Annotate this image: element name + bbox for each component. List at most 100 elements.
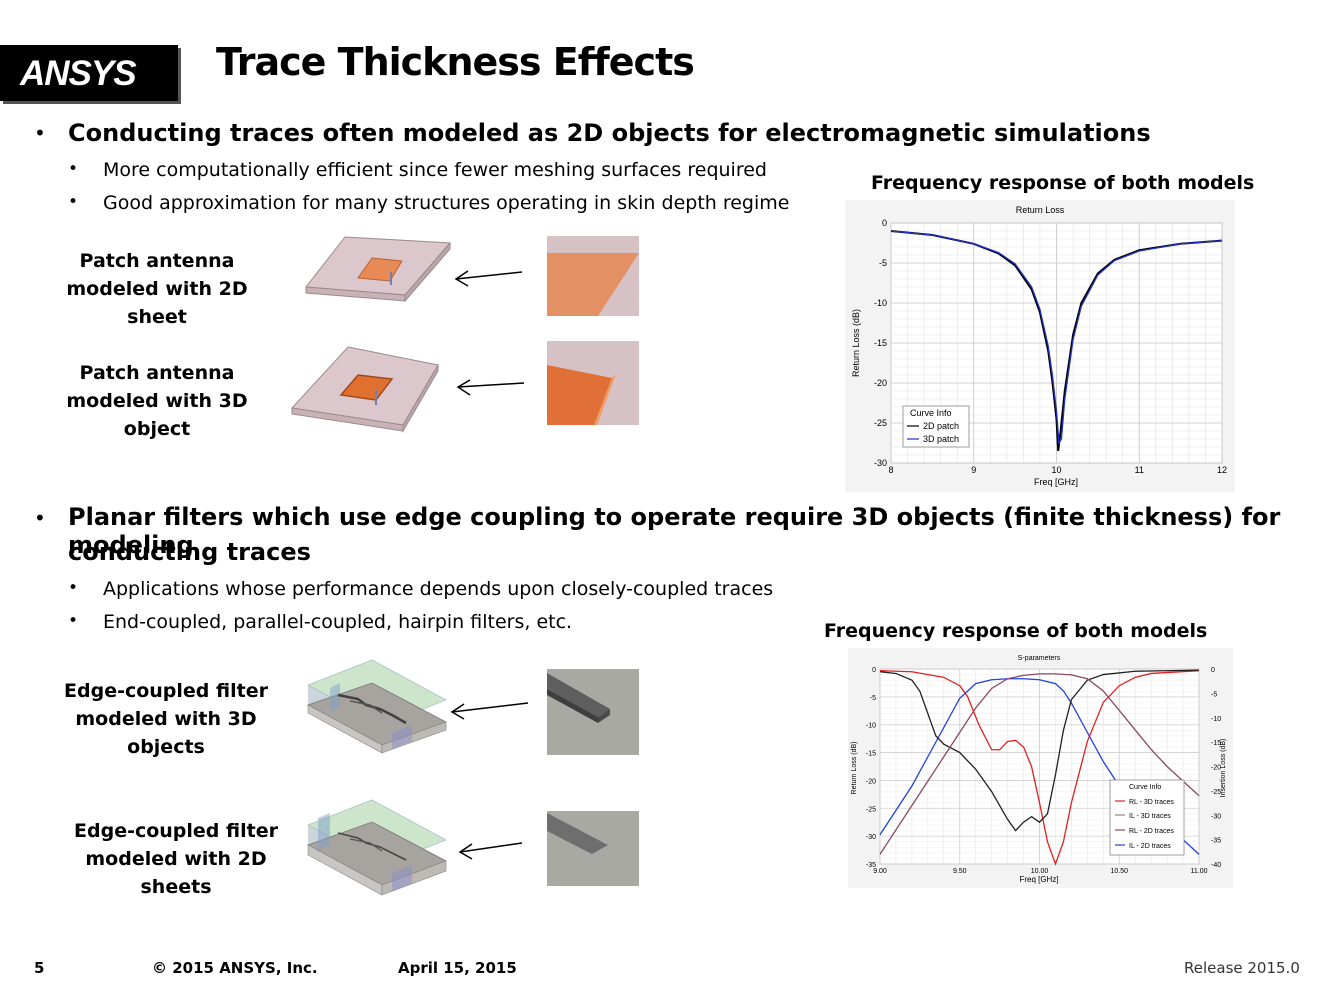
subbullet-dot: • xyxy=(68,578,79,598)
legend-item: IL - 3D traces xyxy=(1129,813,1171,820)
y2-tick-label: -20 xyxy=(1211,765,1221,772)
y-tick-label: -20 xyxy=(874,378,887,388)
arrow-icon xyxy=(450,702,529,720)
zoom-3d-trace xyxy=(547,669,639,755)
subbullet-dot: • xyxy=(68,611,79,631)
y-tick-label: -5 xyxy=(879,258,887,268)
return-loss-chart: 8 9 10 11 12 0 -5 -10 -15 -20 -25 -30 Return Loss F… xyxy=(845,200,1235,492)
subbullet-dot: • xyxy=(68,192,79,212)
zoom-2d-trace xyxy=(547,811,639,886)
y-axis-label: Return Loss (dB) xyxy=(851,309,861,377)
label-line: modeled with 2D sheets xyxy=(85,848,267,898)
label-line: modeled with 3D objects xyxy=(75,708,257,758)
x-axis-label: Freq [GHz] xyxy=(1019,875,1058,884)
bullet-dot: • xyxy=(34,506,46,530)
y-tick-label: -10 xyxy=(866,723,876,730)
x-tick-label: 12 xyxy=(1217,465,1227,475)
y2-tick-label: 0 xyxy=(1211,667,1215,674)
subbullet-2-1: Applications whose performance depends u… xyxy=(103,578,774,600)
chart1-caption: Frequency response of both models xyxy=(871,172,1255,194)
y2-tick-label: -30 xyxy=(1211,813,1221,820)
y2-axis-label: Insertion Loss (dB) xyxy=(1220,739,1227,798)
y-tick-label: -20 xyxy=(866,778,876,785)
arrow-icon xyxy=(454,270,523,287)
chart-title: S-parameters xyxy=(1018,655,1061,662)
y2-tick-label: -10 xyxy=(1211,716,1221,723)
y2-tick-label: -25 xyxy=(1211,789,1221,796)
x-tick-label: 10.00 xyxy=(1031,868,1049,875)
x-tick-label: 9 xyxy=(971,465,976,475)
zoom-2d-sheet xyxy=(547,236,639,316)
x-tick-label: 9.50 xyxy=(953,868,967,875)
series-line-rl-2d-traces xyxy=(879,669,1200,832)
y-tick-label: -25 xyxy=(874,418,887,428)
subbullet-1-1: More computationally efficient since few… xyxy=(103,159,767,181)
subbullet-dot: • xyxy=(68,159,79,179)
label-line: Edge-coupled filter xyxy=(74,820,278,842)
y2-tick-label: -40 xyxy=(1211,862,1221,869)
y-tick-label: 0 xyxy=(872,667,876,674)
release: Release 2015.0 xyxy=(1184,959,1300,977)
filter-illustrations xyxy=(307,659,639,896)
label-filter-3d: Edge-coupled filter modeled with 3D obje… xyxy=(40,677,292,761)
y-tick-label: -30 xyxy=(874,458,887,468)
legend-item: 3D patch xyxy=(923,434,959,444)
y2-tick-label: -15 xyxy=(1211,740,1221,747)
copyright: © 2015 ANSYS, Inc. xyxy=(152,959,318,977)
label-filter-2d: Edge-coupled filter modeled with 2D shee… xyxy=(52,817,300,901)
y-tick-label: -15 xyxy=(866,751,876,758)
patch-3d-model xyxy=(290,346,439,433)
y-axis-label: Return Loss (dB) xyxy=(851,742,858,795)
date: April 15, 2015 xyxy=(398,959,517,977)
zoom-3d-object xyxy=(547,341,639,425)
legend-item: RL - 2D traces xyxy=(1129,828,1174,835)
patch-2d-model xyxy=(305,236,452,303)
y2-tick-label: -5 xyxy=(1211,691,1217,698)
legend: Curve Info RL - 3D traces IL - 3D traces… xyxy=(1109,779,1185,856)
legend-item: RL - 3D traces xyxy=(1129,799,1174,806)
legend-title: Curve Info xyxy=(910,408,952,418)
patch-antenna-illustrations xyxy=(290,236,639,433)
y-tick-label: 0 xyxy=(882,218,887,228)
arrow-icon xyxy=(458,842,523,860)
label-line: Patch antenna xyxy=(79,250,235,272)
series-line-2d-patch xyxy=(890,230,1223,452)
y2-tick-label: -35 xyxy=(1211,838,1221,845)
y-tick-label: -5 xyxy=(870,695,876,702)
x-axis-label: Freq [GHz] xyxy=(1034,477,1078,487)
ansys-logo: ANSYS xyxy=(0,45,178,101)
y-tick-label: -30 xyxy=(866,834,876,841)
bullet-2-line1: Planar filters which use edge coupling t… xyxy=(68,503,1281,559)
filter-3d-model xyxy=(307,659,447,754)
subbullet-1-2: Good approximation for many structures o… xyxy=(103,192,790,214)
x-tick-label: 9.00 xyxy=(873,868,887,875)
series-line-il-2d-traces xyxy=(879,673,1200,855)
filter-2d-model xyxy=(307,799,447,896)
label-line: Patch antenna xyxy=(79,362,235,384)
page-number: 5 xyxy=(34,959,45,977)
label-line: modeled with 2D sheet xyxy=(66,278,248,328)
s-parameters-chart: 9.00 9.50 10.00 10.50 11.00 0 -5 -10 -15 -20 -25 -3… xyxy=(848,648,1233,888)
y-tick-label: -35 xyxy=(866,862,876,869)
bullet-dot: • xyxy=(34,121,46,145)
legend-item: IL - 2D traces xyxy=(1129,843,1171,850)
x-tick-label: 11 xyxy=(1135,465,1144,475)
bullet-2-line2: conducting traces xyxy=(68,538,311,566)
bullet-1: Conducting traces often modeled as 2D ob… xyxy=(68,119,1151,147)
arrow-icon xyxy=(456,379,525,396)
label-line: Edge-coupled filter xyxy=(64,680,268,702)
legend-title: Curve Info xyxy=(1129,784,1161,791)
page-title: Trace Thickness Effects xyxy=(216,40,695,84)
y-tick-label: -25 xyxy=(866,806,876,813)
label-patch-3d: Patch antenna modeled with 3D object xyxy=(40,359,274,443)
x-tick-label: 10 xyxy=(1051,465,1061,475)
y-tick-label: -15 xyxy=(874,338,887,348)
x-tick-label: 8 xyxy=(888,465,893,475)
y-tick-label: -10 xyxy=(874,298,887,308)
x-tick-label: 11.00 xyxy=(1191,868,1208,875)
chart-title: Return Loss xyxy=(1016,205,1065,215)
x-tick-label: 10.50 xyxy=(1110,868,1128,875)
legend-item: 2D patch xyxy=(923,421,959,431)
chart2-caption: Frequency response of both models xyxy=(824,620,1208,642)
logo-text: ANSYS xyxy=(20,54,137,93)
